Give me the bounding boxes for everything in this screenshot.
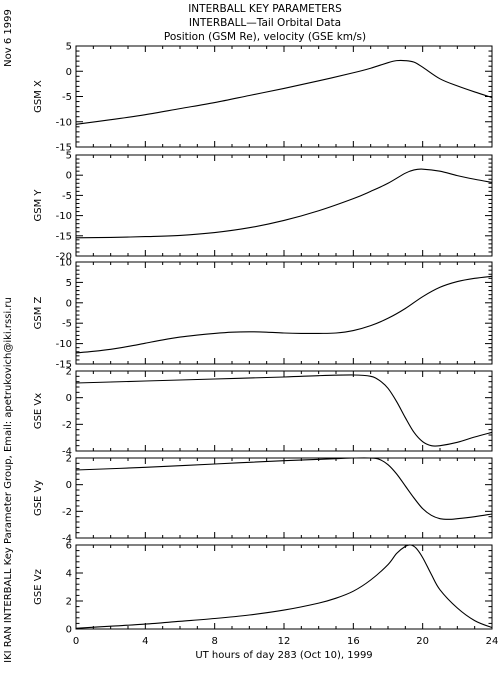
panel-1: -15 -10 -5 0 5 GSM X — [33, 42, 493, 154]
y-tick-label: 4 — [66, 569, 72, 580]
date-stamp: Nov 6 1999 — [3, 9, 14, 67]
x-tick-label: 0 — [73, 636, 79, 647]
series-line — [75, 544, 493, 629]
y-axis-label: GSE Vy — [33, 480, 44, 516]
y-tick-label: 0 — [66, 171, 72, 182]
y-axis-label: GSE Vz — [33, 569, 44, 605]
x-tick-label: 24 — [486, 636, 499, 647]
series-line — [75, 59, 493, 125]
y-tick-label: 2 — [66, 597, 72, 608]
y-tick-label: 6 — [66, 541, 72, 552]
y-axis-label: GSM X — [33, 80, 44, 113]
y-tick-label: 5 — [66, 151, 72, 162]
y-tick-label: -15 — [56, 143, 72, 154]
y-tick-label: -2 — [62, 420, 72, 431]
y-tick-label: 5 — [66, 278, 72, 289]
y-tick-label: -4 — [62, 534, 72, 545]
y-tick-label: -15 — [56, 360, 72, 371]
panel-4: -4 -2 0 2 GSE Vx — [33, 367, 493, 458]
series-line — [75, 457, 493, 520]
panel-frame — [75, 370, 493, 452]
x-tick-label: 8 — [211, 636, 217, 647]
y-tick-label: 0 — [66, 393, 72, 404]
y-tick-label: 0 — [66, 625, 72, 636]
y-tick-label: -10 — [56, 211, 72, 222]
series-line — [75, 168, 493, 239]
y-tick-label: 2 — [66, 367, 72, 378]
y-tick-label: -5 — [62, 191, 72, 202]
y-tick-label: -10 — [56, 339, 72, 350]
x-tick-label: 4 — [142, 636, 148, 647]
y-tick-label: -4 — [62, 447, 72, 458]
x-tick-label: 20 — [416, 636, 429, 647]
title-line-2: INTERBALL—Tail Orbital Data — [189, 17, 341, 29]
panel-frame — [75, 457, 493, 539]
y-axis-label: GSM Y — [33, 189, 44, 222]
panel-frame — [75, 45, 493, 148]
y-tick-label: -15 — [56, 231, 72, 242]
x-axis-label: UT hours of day 283 (Oct 10), 1999 — [195, 650, 372, 661]
y-tick-label: 5 — [66, 42, 72, 53]
series-line — [75, 374, 493, 447]
x-tick-label: 16 — [347, 636, 360, 647]
title-line-1: INTERBALL KEY PARAMETERS — [188, 3, 342, 15]
title-line-3: Position (GSM Re), velocity (GSE km/s) — [164, 31, 366, 43]
y-tick-label: 2 — [66, 454, 72, 465]
series-line — [75, 275, 493, 354]
y-tick-label: 0 — [66, 480, 72, 491]
x-tick-labels: 0 4 8 12 16 20 24 — [73, 636, 499, 647]
panel-3: -15 -10 -5 0 5 10 GSM Z — [33, 258, 493, 371]
y-tick-label: -20 — [56, 252, 72, 263]
y-tick-label: -5 — [62, 92, 72, 103]
y-axis-label: GSE Vx — [33, 393, 44, 429]
panel-frame — [75, 544, 493, 630]
panel-6: 0 2 4 6 GSE Vz — [33, 541, 493, 636]
y-tick-label: 0 — [66, 298, 72, 309]
y-tick-label: -2 — [62, 507, 72, 518]
credit-line: IKI RAN INTERBALL Key Parameter Group, E… — [3, 297, 14, 663]
panel-5: -4 -2 0 2 GSE Vy — [33, 454, 493, 545]
y-tick-label: -10 — [56, 117, 72, 128]
y-axis-label: GSM Z — [33, 296, 44, 329]
panel-2: -20 -15 -10 -5 0 5 GSM Y — [33, 151, 493, 263]
y-tick-label: 10 — [59, 258, 72, 269]
panel-frame — [75, 261, 493, 365]
y-tick-label: -5 — [62, 319, 72, 330]
y-tick-label: 0 — [66, 67, 72, 78]
x-tick-label: 12 — [278, 636, 291, 647]
